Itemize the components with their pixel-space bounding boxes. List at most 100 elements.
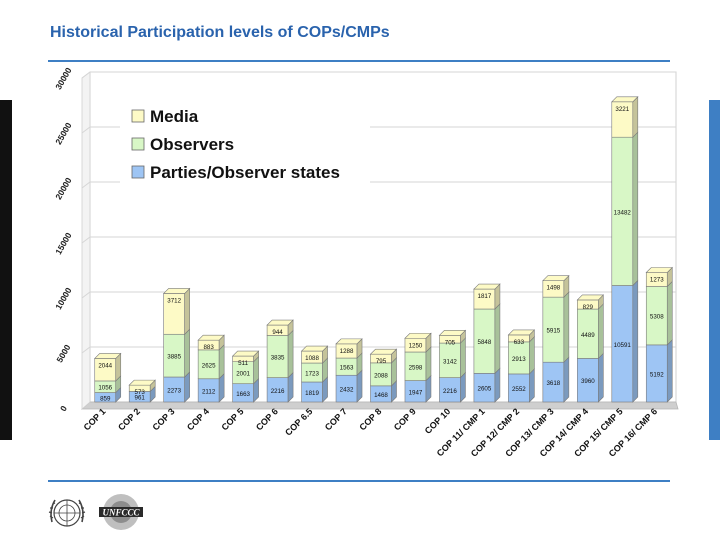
bar-side [218, 344, 225, 380]
data-label: 2216 [443, 388, 457, 395]
y-tick-label: 10000 [53, 286, 74, 312]
data-label: 2625 [202, 362, 216, 369]
data-label: 961 [135, 395, 146, 402]
data-label: 5308 [650, 314, 664, 321]
bar-segment [301, 345, 328, 364]
data-label: 2001 [236, 371, 250, 378]
y-gridline [81, 236, 676, 244]
bar-top [369, 348, 398, 355]
y-tick-label: 20000 [53, 176, 74, 202]
legend-label: Observers [150, 135, 234, 154]
legend-swatch [131, 165, 145, 179]
data-label: 1468 [374, 392, 388, 399]
data-label: 2112 [202, 388, 216, 395]
bar-segment [508, 336, 535, 375]
x-tick-label: COP 7 [323, 406, 349, 432]
bar-segment [197, 334, 225, 351]
data-label: 511 [238, 360, 248, 367]
bar-segment [473, 303, 501, 375]
data-label: 2044 [98, 362, 112, 369]
bar-top [162, 288, 191, 294]
chart-floor [80, 401, 679, 410]
data-label: 2216 [271, 388, 285, 395]
data-label: 13482 [614, 209, 632, 216]
x-tick-label: COP 6 [254, 406, 280, 432]
bar-top [404, 332, 432, 339]
bar-segment [163, 328, 190, 378]
bar-segment [577, 303, 604, 360]
x-tick-label: COP 8 [357, 406, 383, 432]
bar-top [197, 334, 225, 341]
footer-divider [48, 480, 670, 482]
data-label: 1563 [340, 365, 354, 372]
data-label: 1819 [305, 390, 319, 397]
data-label: 3618 [546, 380, 560, 387]
unfccc-logo: UNFCCC [99, 494, 143, 530]
data-label: 859 [100, 395, 111, 402]
data-label: 3885 [167, 354, 181, 361]
data-label: 2552 [512, 386, 526, 393]
x-tick-label: COP 4 [185, 406, 211, 432]
data-label: 3960 [581, 378, 595, 385]
bar-side [460, 337, 466, 379]
data-label: 829 [583, 304, 594, 311]
bar-segment [266, 371, 294, 403]
bar-side [529, 336, 535, 375]
bar-segment [404, 374, 432, 403]
bar-segment [611, 96, 639, 138]
data-label: 2598 [409, 364, 423, 371]
data-label: 1947 [409, 389, 423, 396]
data-label: 2605 [478, 386, 492, 393]
bar-side [563, 356, 570, 403]
bar-segment [301, 376, 328, 403]
data-label: 4489 [581, 332, 595, 339]
y-tick-label: 0 [58, 404, 69, 413]
data-label: 2273 [167, 387, 181, 394]
bar-top [576, 294, 605, 301]
x-tick-label: COP 6.5 [283, 406, 314, 437]
data-label: 2432 [340, 387, 354, 394]
un-emblem-icon [48, 499, 86, 527]
x-tick-label: COP 9 [392, 406, 418, 432]
bar-segment [577, 352, 604, 403]
data-label: 5192 [650, 371, 664, 378]
legend-swatch [131, 137, 145, 151]
data-label: 3835 [271, 355, 285, 362]
y-gridline [81, 181, 676, 189]
bar-side [598, 303, 604, 360]
bar-segment [163, 371, 190, 403]
bar-top [300, 345, 329, 352]
bar-segment [335, 352, 363, 376]
data-label: 3712 [167, 297, 181, 304]
bar-segment [404, 346, 432, 382]
left-accent-bar [0, 100, 12, 440]
bar-segment [404, 332, 432, 353]
bar-side [184, 328, 190, 378]
title-divider [48, 60, 670, 62]
bar-segment [197, 344, 225, 380]
data-label: 1663 [236, 391, 250, 398]
data-label: 5848 [478, 339, 492, 346]
bar-side [632, 279, 639, 403]
data-label: 1723 [305, 371, 319, 378]
data-label: 3221 [615, 106, 629, 113]
bar-top [266, 319, 294, 326]
legend-label: Parties/Observer states [150, 163, 340, 182]
bar-top [94, 353, 122, 359]
bar-top [231, 350, 260, 357]
bar-top [507, 329, 536, 336]
bar-segment [542, 274, 570, 298]
bar-top [335, 338, 363, 345]
y-gridline [81, 126, 676, 134]
data-label: 1498 [546, 285, 560, 292]
bar-segment [232, 355, 259, 385]
bar-side [494, 303, 501, 375]
y-tick-label: 25000 [53, 121, 74, 147]
data-label: 573 [135, 389, 146, 396]
x-tick-label: COP 1 [82, 406, 108, 432]
bar-side [356, 369, 363, 403]
bar-top [128, 379, 156, 386]
data-label: 883 [203, 344, 214, 351]
bar-side [529, 368, 535, 403]
data-label: 2913 [512, 356, 526, 363]
